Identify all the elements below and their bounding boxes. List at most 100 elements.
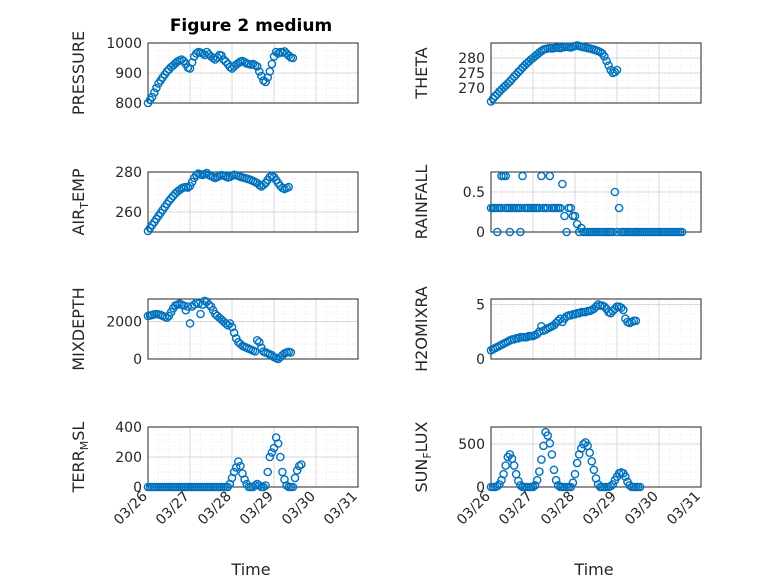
- y-tick-label: 0: [476, 225, 485, 241]
- x-tick-label: 03/26: [111, 488, 151, 528]
- data-point: [223, 320, 233, 330]
- y-tick-label: 5: [476, 297, 485, 313]
- data-point: [265, 67, 275, 76]
- data-point: [562, 227, 571, 237]
- data-point: [543, 431, 553, 440]
- data-point: [518, 171, 527, 181]
- data-point: [492, 227, 502, 237]
- y-axis-label: PRESSURE: [69, 31, 88, 115]
- data-point: [532, 475, 542, 485]
- data-point: [278, 467, 287, 477]
- y-axis-label: H2OMIXRA: [412, 286, 431, 372]
- y-tick-label: 260: [115, 205, 142, 221]
- data-point: [537, 171, 546, 181]
- data-point: [499, 469, 508, 479]
- data-point: [254, 337, 264, 347]
- x-tick-label: 03/31: [664, 489, 704, 529]
- y-axis-label: SUNFLUX: [412, 421, 434, 492]
- data-point: [568, 478, 578, 488]
- y-axis-label: THETA: [412, 47, 431, 99]
- data-point: [509, 461, 519, 470]
- data-point: [233, 58, 243, 68]
- figure-title: Figure 2 medium: [170, 16, 332, 36]
- data-point: [635, 482, 645, 492]
- data-point: [621, 472, 630, 482]
- data-point: [292, 466, 302, 475]
- x-axis-label-right: Time: [573, 560, 613, 579]
- data-point: [495, 480, 504, 489]
- data-point: [589, 465, 599, 475]
- data-point: [566, 482, 576, 492]
- data-point: [579, 439, 588, 449]
- x-tick-label: 03/26: [454, 488, 494, 528]
- data-point: [505, 450, 515, 459]
- data-point: [610, 304, 620, 314]
- data-point: [261, 77, 270, 87]
- axes-box: [490, 42, 702, 104]
- data-point: [204, 300, 214, 309]
- data-point: [179, 301, 188, 310]
- data-point: [284, 51, 294, 60]
- data-point: [288, 53, 298, 63]
- data-point: [273, 439, 283, 448]
- data-point: [501, 461, 511, 470]
- data-point: [535, 203, 544, 213]
- data-point: [612, 65, 622, 75]
- data-point: [516, 203, 525, 213]
- y-tick-label: 270: [458, 81, 485, 97]
- data-point: [587, 456, 597, 466]
- data-point: [240, 475, 249, 484]
- data-point: [631, 316, 641, 326]
- data-point: [503, 452, 513, 462]
- data-point: [505, 227, 515, 237]
- data-point: [221, 319, 230, 328]
- y-axis-label: MIXDEPTH: [69, 287, 88, 370]
- data-point: [566, 203, 576, 213]
- y-axis-label: AIRTEMP: [69, 168, 91, 235]
- data-point: [191, 49, 201, 58]
- data-point: [570, 469, 580, 479]
- data-point: [263, 467, 273, 477]
- subplot-mixdepth: 0 2000 MIXDEPTH: [69, 287, 359, 371]
- data-point: [294, 461, 304, 471]
- data-point: [236, 461, 245, 471]
- subplot-pressure: 800 900 1000 PRESSURE: [69, 31, 359, 115]
- data-point: [570, 211, 580, 221]
- x-tick-label: 03/28: [195, 489, 235, 529]
- data-point: [505, 77, 515, 86]
- y-tick-label: 800: [115, 96, 142, 112]
- y-axis-label: TERRMSL: [69, 422, 91, 494]
- x-tick-label: 03/30: [622, 489, 662, 529]
- axes-box: [147, 42, 359, 104]
- data-point: [296, 460, 306, 469]
- data-point: [189, 300, 199, 309]
- data-point: [250, 347, 260, 356]
- data-point: [604, 61, 613, 70]
- data-point: [261, 481, 270, 490]
- axes-box: [147, 298, 359, 360]
- y-tick-label: 500: [458, 437, 485, 453]
- data-point: [528, 482, 538, 492]
- y-tick-label: 2000: [106, 315, 142, 331]
- y-tick-label: 280: [115, 165, 142, 181]
- data-point: [612, 227, 622, 237]
- data-point: [560, 211, 569, 221]
- data-point: [492, 481, 502, 491]
- data-point: [545, 438, 555, 448]
- y-tick-label: 0: [133, 480, 142, 496]
- data-point: [537, 455, 546, 464]
- data-point: [556, 203, 565, 213]
- data-point: [152, 83, 161, 93]
- x-tick-label: 03/29: [580, 489, 620, 529]
- data-point: [501, 171, 511, 181]
- y-tick-label: 280: [458, 51, 485, 67]
- data-point: [497, 203, 506, 213]
- data-point: [286, 348, 296, 357]
- data-point: [290, 473, 300, 483]
- data-point: [516, 227, 525, 237]
- data-point: [610, 187, 620, 197]
- data-point: [198, 49, 207, 58]
